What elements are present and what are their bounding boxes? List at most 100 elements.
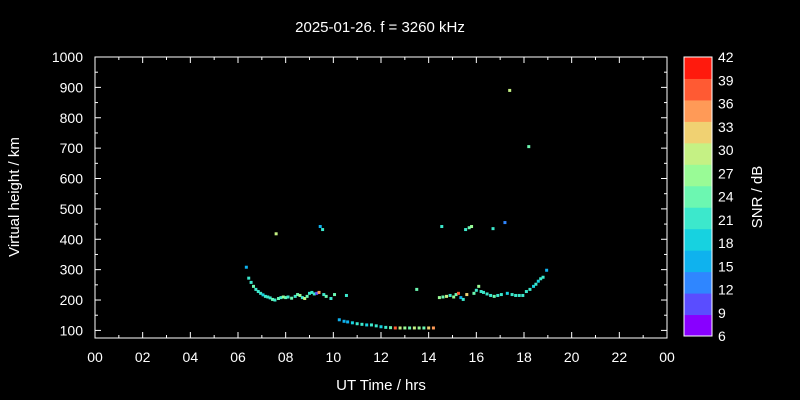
data-point xyxy=(277,297,281,301)
data-point xyxy=(514,293,518,297)
colorbar-segment xyxy=(684,250,712,273)
data-point xyxy=(321,228,325,232)
x-tick-label: 00 xyxy=(87,349,103,365)
colorbar-segment xyxy=(684,207,712,230)
chart-title: 2025-01-26. f = 3260 kHz xyxy=(295,19,465,36)
y-tick-label: 1000 xyxy=(52,49,83,65)
colorbar-segment xyxy=(684,228,712,251)
data-point xyxy=(254,287,258,291)
data-point xyxy=(322,293,326,297)
data-point xyxy=(259,291,263,295)
colorbar-segment xyxy=(684,185,712,208)
x-tick-label: 06 xyxy=(230,349,246,365)
data-point xyxy=(300,296,304,300)
x-tick-label: 04 xyxy=(183,349,199,365)
data-point xyxy=(427,326,431,330)
x-axis-label: UT Time / hrs xyxy=(336,377,426,394)
data-point xyxy=(273,298,277,302)
colorbar-tick-label: 33 xyxy=(718,119,734,135)
data-point xyxy=(465,293,469,297)
data-point xyxy=(454,293,458,297)
data-point xyxy=(284,296,288,300)
data-point xyxy=(437,296,441,300)
data-point xyxy=(431,326,435,330)
x-tick-label: 02 xyxy=(135,349,151,365)
data-point xyxy=(527,145,531,149)
data-point xyxy=(389,326,393,330)
colorbar-tick-label: 6 xyxy=(718,328,726,344)
data-point xyxy=(505,291,509,295)
data-point xyxy=(261,293,265,297)
data-point xyxy=(281,295,285,299)
y-tick-label: 500 xyxy=(60,201,84,217)
data-point xyxy=(305,294,309,298)
data-point xyxy=(452,295,456,299)
data-point xyxy=(524,290,528,294)
data-point xyxy=(472,291,476,295)
data-point xyxy=(545,268,549,272)
data-point xyxy=(499,293,503,297)
colorbar-segment xyxy=(684,57,712,79)
data-point xyxy=(360,322,364,326)
data-point xyxy=(459,296,463,300)
data-point xyxy=(293,294,297,298)
data-point xyxy=(412,326,416,330)
data-point xyxy=(440,225,444,229)
data-point xyxy=(470,225,474,229)
colorbar-frame xyxy=(683,56,713,337)
y-tick-label: 900 xyxy=(60,79,84,95)
data-point xyxy=(274,232,278,236)
y-axis: 100 200 300 400 500 600 700 800 900 1000 xyxy=(52,49,667,338)
data-point xyxy=(536,279,540,283)
data-point xyxy=(318,225,322,229)
data-point xyxy=(532,284,536,288)
data-point xyxy=(379,325,383,329)
data-point xyxy=(461,297,465,301)
data-point xyxy=(408,326,412,330)
data-point xyxy=(491,227,495,231)
x-tick-label: 10 xyxy=(326,349,342,365)
data-point xyxy=(337,318,341,322)
data-point xyxy=(286,295,290,299)
data-point xyxy=(479,290,483,294)
data-point xyxy=(517,293,521,297)
data-point xyxy=(266,295,270,299)
data-point xyxy=(521,293,525,297)
data-point xyxy=(508,88,512,92)
colorbar-tick-label: 12 xyxy=(718,282,734,298)
x-tick-label: 08 xyxy=(278,349,294,365)
y-tick-label: 700 xyxy=(60,140,84,156)
data-point xyxy=(393,326,397,330)
data-point xyxy=(350,321,354,325)
colorbar-tick-label: 42 xyxy=(718,49,734,65)
colorbar-segment xyxy=(684,142,712,165)
colorbar-tick-label: 30 xyxy=(718,142,734,158)
data-point xyxy=(539,277,543,281)
data-point xyxy=(384,325,388,329)
data-point xyxy=(464,228,468,232)
colorbar-segment xyxy=(684,121,712,144)
data-point xyxy=(489,293,493,297)
data-point xyxy=(477,284,481,288)
data-point xyxy=(448,293,452,297)
data-point xyxy=(503,221,507,225)
data-point xyxy=(403,326,407,330)
data-point xyxy=(481,290,485,294)
data-point xyxy=(445,294,449,298)
y-tick-label: 800 xyxy=(60,110,84,126)
colorbar: 6 9 12 15 18 21 24 27 30 33 36 39 42 xyxy=(683,49,734,344)
x-axis: 00 02 04 06 08 10 12 14 16 18 20 22 00 xyxy=(87,57,675,365)
colorbar-segment xyxy=(684,293,712,316)
colorbar-tick-label: 24 xyxy=(718,189,734,205)
data-point xyxy=(496,293,500,297)
data-point xyxy=(308,291,311,295)
data-point xyxy=(467,226,471,230)
data-point xyxy=(541,275,545,279)
data-point xyxy=(441,295,445,299)
data-point xyxy=(534,282,538,286)
data-point xyxy=(263,294,267,298)
data-point xyxy=(528,287,532,291)
data-point xyxy=(315,291,319,295)
x-tick-label: 16 xyxy=(469,349,485,365)
data-point xyxy=(298,293,302,297)
